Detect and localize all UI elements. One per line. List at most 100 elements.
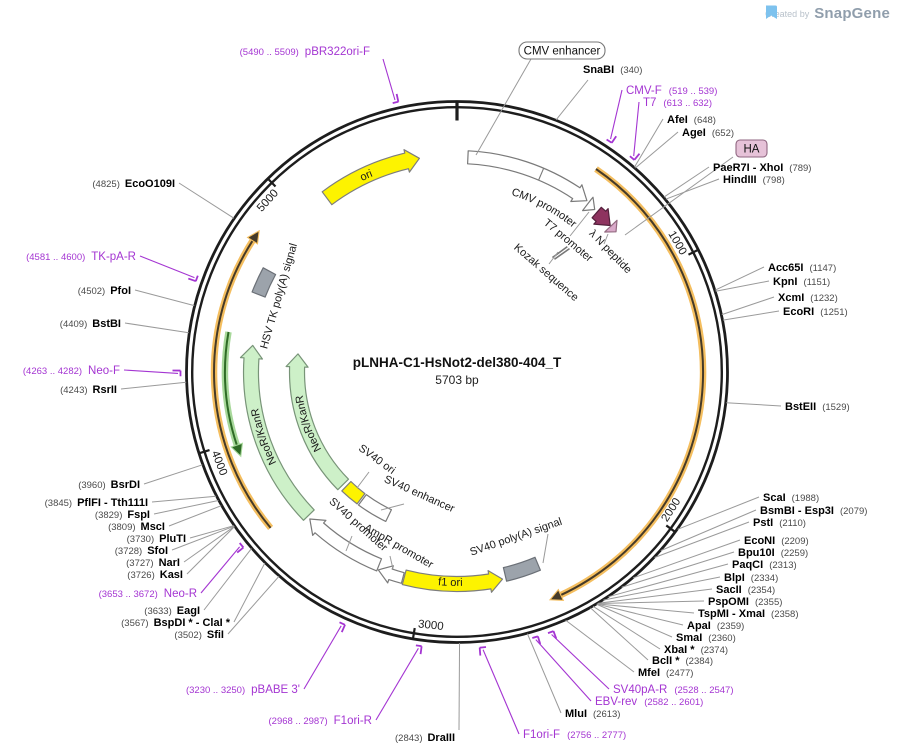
primer-neo-r[interactable]: (3653 .. 3672) Neo-R: [99, 542, 245, 600]
enzyme-label: (4409) BstBI: [60, 318, 121, 330]
enzyme-xcmi[interactable]: XcmI (1232): [721, 292, 838, 316]
feature-sv40-enhancer[interactable]: SV40 enhancer: [357, 473, 457, 522]
enzyme-bsmbi-esp3i[interactable]: BsmBI - Esp3I (2079): [660, 505, 868, 552]
feature-sv40-ori[interactable]: SV40 ori: [341, 442, 398, 505]
feature-orf-left-orange[interactable]: [210, 229, 274, 530]
enzyme-acc65i[interactable]: Acc65I (1147): [715, 262, 836, 291]
primer-neo-f[interactable]: (4263 .. 4282) Neo-F: [23, 365, 182, 377]
primer-label: (4581 .. 4600) TK-pA-R: [26, 251, 136, 263]
feature-ha-tag-arrow[interactable]: [604, 219, 618, 233]
enzyme-bcli[interactable]: BclI * (2384): [590, 607, 713, 667]
enzyme-label: (3502) SfiI: [174, 629, 224, 641]
enzyme-bsteii[interactable]: BstEII (1529): [726, 401, 850, 413]
enzyme-mlui[interactable]: MluI (2613): [526, 633, 620, 720]
enzyme-afei[interactable]: AfeI (648): [634, 114, 716, 168]
feature-neor-kanr-inner[interactable]: NeoR/KanR: [285, 353, 350, 491]
feature-leader-lines: [345, 58, 734, 570]
enzyme-label: SnaBI (340): [583, 64, 642, 76]
enzyme-kasi[interactable]: (3726) KasI: [127, 526, 235, 581]
enzyme-econi[interactable]: EcoNI (2209): [633, 535, 809, 579]
enzyme-label: KpnI (1151): [773, 276, 830, 288]
enzyme-label: (3829) FspI: [95, 509, 150, 521]
enzyme-paer7i-xhoi[interactable]: PaeR7I - XhoI (789): [663, 162, 811, 198]
primer-f1ori-r[interactable]: (2968 .. 2987) F1ori-R: [269, 644, 423, 727]
boxed-label-ha-tag[interactable]: HA: [735, 139, 768, 158]
feature-cds-orange[interactable]: [548, 166, 707, 601]
enzyme-snabi[interactable]: SnaBI (340): [555, 64, 642, 121]
enzyme-sacii[interactable]: SacII (2354): [598, 584, 775, 604]
boxed-label-cmv-enhancer[interactable]: CMV enhancer: [518, 41, 606, 60]
feature-sv40-polya-signal[interactable]: SV40 poly(A) signal: [468, 516, 564, 582]
enzyme-label: BsmBI - Esp3I (2079): [760, 505, 867, 517]
enzyme-apai[interactable]: ApaI (2359): [596, 603, 744, 632]
primer-pbabe-3[interactable]: (3230 .. 3250) pBABE 3': [186, 621, 346, 696]
primer-label: (2968 .. 2987) F1ori-R: [269, 715, 373, 727]
primer-ebv-rev[interactable]: EBV-rev (2582 .. 2601): [532, 635, 703, 708]
enzyme-sfii[interactable]: (3502) SfiI: [174, 576, 280, 641]
enzyme-tspmi-xmai[interactable]: TspMI - XmaI (2358): [597, 603, 799, 620]
feature-cmv-enhancer-promoter[interactable]: CMV promoter: [467, 150, 588, 231]
enzyme-agei[interactable]: AgeI (652): [635, 127, 734, 169]
enzyme-sfoi[interactable]: (3728) SfoI: [115, 525, 235, 557]
primer-tk-pa-r[interactable]: (4581 .. 4600) TK-pA-R: [26, 251, 199, 283]
enzyme-bpu10i[interactable]: Bpu10I (2259): [621, 547, 809, 588]
feature-label-lambda-n-peptide: λ N peptide: [587, 228, 634, 276]
enzyme-blpi[interactable]: BlpI (2334): [603, 572, 778, 601]
enzyme-label: TspMI - XmaI (2358): [698, 608, 799, 620]
enzyme-label: XcmI (1232): [778, 292, 838, 304]
feature-ori[interactable]: ori: [321, 149, 420, 206]
enzyme-label: PspOMI (2355): [708, 596, 782, 608]
enzyme-fspi[interactable]: (3829) FspI: [95, 499, 219, 521]
feature-label-f1-ori: f1 ori: [438, 576, 463, 589]
enzyme-label: (4825) EcoO109I: [92, 178, 175, 190]
enzyme-rsrii[interactable]: (4243) RsrII: [60, 381, 187, 396]
enzyme-bspdi-clai[interactable]: (3567) BspDI * - ClaI *: [121, 562, 266, 629]
enzyme-label: (3633) EagI: [144, 605, 200, 617]
primer-cmv-f[interactable]: CMV-F (519 .. 539): [606, 85, 718, 144]
enzyme-label: PaqCI (2313): [732, 559, 797, 571]
feature-f1-ori[interactable]: f1 ori: [401, 569, 504, 593]
enzyme-label: (3845) PflFI - Tth111I: [45, 497, 148, 509]
enzyme-pluti[interactable]: (3730) PluTI: [127, 525, 234, 545]
enzyme-label: Bpu10I (2259): [738, 547, 808, 559]
enzyme-pflfi-tth111i[interactable]: (3845) PflFI - Tth111I: [45, 495, 217, 509]
enzyme-kpni[interactable]: KpnI (1151): [715, 276, 831, 292]
enzyme-scai[interactable]: ScaI (1988): [677, 492, 819, 530]
feature-neor-kanr-minus-strand[interactable]: [221, 331, 244, 458]
enzyme-msci[interactable]: (3809) MscI: [108, 505, 222, 533]
enzyme-label: (3728) SfoI: [115, 545, 168, 557]
enzyme-mfei[interactable]: MfeI (2477): [565, 619, 694, 679]
feature-label-sv40-enhancer: SV40 enhancer: [382, 473, 456, 515]
primer-label: EBV-rev (2582 .. 2601): [595, 696, 703, 708]
enzyme-xbai[interactable]: XbaI * (2374): [592, 605, 728, 656]
enzyme-psti[interactable]: PstI (2110): [654, 517, 806, 558]
enzyme-draiii[interactable]: (2843) DraIII: [395, 642, 461, 744]
feature-kozak-sequence[interactable]: Kozak sequence: [511, 242, 580, 304]
enzyme-pspomi[interactable]: PspOMI (2355): [597, 596, 782, 608]
feature-label-sv40-polya-signal: SV40 poly(A) signal: [468, 516, 563, 559]
enzyme-ecoo109i[interactable]: (4825) EcoO109I: [92, 178, 235, 219]
enzyme-label: BclI * (2384): [652, 655, 713, 667]
primer-sv40pa-r[interactable]: SV40pA-R (2528 .. 2547): [547, 630, 734, 696]
enzyme-label: (3960) BsrDI: [78, 479, 140, 491]
primer-t7[interactable]: T7 (613 .. 632): [629, 97, 712, 161]
enzyme-smai[interactable]: SmaI (2360): [596, 603, 736, 644]
feature-label-kozak-sequence: Kozak sequence: [511, 242, 580, 304]
feature-hsv-tk-polya-signal[interactable]: HSV TK poly(A) signal: [251, 242, 300, 350]
enzyme-bsrdi[interactable]: (3960) BsrDI: [78, 464, 203, 491]
boxed-label-text-cmv-enhancer: CMV enhancer: [524, 46, 601, 58]
primer-pbr322ori-f[interactable]: (5490 .. 5509) pBR322ori-F: [240, 46, 400, 104]
primer-f1ori-f[interactable]: F1ori-F (2756 .. 2777): [478, 646, 627, 741]
watermark-brand: SnapGene: [814, 5, 890, 22]
enzyme-ecori[interactable]: EcoRI (1251): [722, 306, 848, 321]
enzyme-hindiii[interactable]: HindIII (798): [665, 174, 785, 200]
feature-lambda-n-peptide[interactable]: λ N peptide: [587, 206, 634, 276]
enzyme-pfoi[interactable]: (4502) PfoI: [78, 285, 195, 307]
enzyme-nari[interactable]: (3727) NarI: [126, 526, 235, 569]
enzyme-eagi[interactable]: (3633) EagI: [144, 548, 252, 617]
enzyme-bstbi[interactable]: (4409) BstBI: [60, 318, 189, 334]
enzyme-paqci[interactable]: PaqCI (2313): [608, 559, 797, 598]
enzyme-label: PaeR7I - XhoI (789): [713, 162, 811, 174]
enzyme-label: AfeI (648): [667, 114, 716, 126]
